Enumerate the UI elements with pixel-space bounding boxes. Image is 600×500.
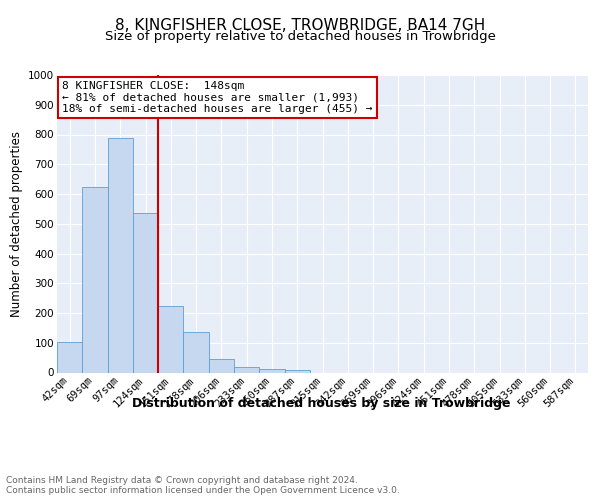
Bar — [82, 188, 107, 372]
Text: 8 KINGFISHER CLOSE:  148sqm
← 81% of detached houses are smaller (1,993)
18% of : 8 KINGFISHER CLOSE: 148sqm ← 81% of deta… — [62, 81, 373, 114]
Bar — [284, 370, 310, 372]
Bar — [259, 368, 284, 372]
Bar — [57, 342, 82, 372]
Bar — [133, 212, 158, 372]
Y-axis label: Number of detached properties: Number of detached properties — [10, 130, 23, 317]
Text: Contains HM Land Registry data © Crown copyright and database right 2024.
Contai: Contains HM Land Registry data © Crown c… — [6, 476, 400, 495]
Bar — [234, 367, 259, 372]
Text: Distribution of detached houses by size in Trowbridge: Distribution of detached houses by size … — [132, 398, 510, 410]
Text: 8, KINGFISHER CLOSE, TROWBRIDGE, BA14 7GH: 8, KINGFISHER CLOSE, TROWBRIDGE, BA14 7G… — [115, 18, 485, 32]
Bar — [184, 332, 209, 372]
Text: Size of property relative to detached houses in Trowbridge: Size of property relative to detached ho… — [104, 30, 496, 43]
Bar — [158, 306, 184, 372]
Bar — [107, 138, 133, 372]
Bar — [209, 359, 234, 372]
